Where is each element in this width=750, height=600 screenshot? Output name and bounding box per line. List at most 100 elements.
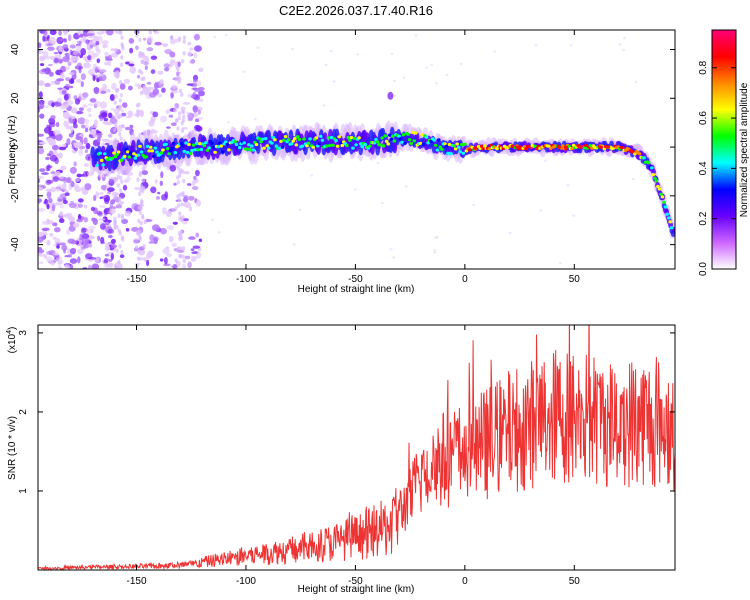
- snr-multiplier-base: (x10: [7, 333, 18, 353]
- spectrogram-panel: -150 -100 -50 0 50 -40 -20 0 20 40 Height of str…: [7, 29, 676, 295]
- snr-multiplier-exp: 4: [6, 330, 13, 334]
- ridge-core: [125, 150, 130, 154]
- ridge-core: [334, 138, 338, 143]
- noise-streak: [120, 62, 124, 67]
- noise-speck: [393, 79, 396, 83]
- noise-blob: [115, 204, 123, 209]
- noise-blob: [46, 203, 50, 210]
- noise-blob: [95, 191, 100, 198]
- noise-streak: [139, 170, 143, 176]
- noise-streak: [118, 244, 122, 249]
- noise-speck: [569, 44, 573, 47]
- noise-blob: [83, 163, 89, 167]
- noise-blob: [192, 74, 199, 81]
- noise-blob: [59, 211, 64, 217]
- noise-blob: [77, 256, 81, 264]
- ridge-core: [205, 148, 210, 152]
- noise-blob: [62, 44, 69, 49]
- spectrogram-frame: [37, 29, 676, 270]
- noise-blob: [96, 58, 101, 64]
- noise-blob: [71, 248, 77, 252]
- ridge-core: [368, 144, 372, 148]
- noise-blob: [125, 126, 130, 131]
- ridge-core: [317, 142, 322, 146]
- noise-speck: [226, 121, 230, 124]
- noise-blob: [68, 133, 74, 138]
- noise-streak: [177, 203, 181, 208]
- ridge-core: [444, 144, 449, 148]
- noise-blob: [164, 257, 168, 265]
- colorbar-tick-label: 0.8: [698, 60, 709, 74]
- noise-blob: [183, 195, 188, 199]
- ridge-core: [407, 138, 412, 142]
- noise-blob: [77, 198, 84, 203]
- noise-blob: [90, 206, 96, 212]
- noise-streak: [137, 231, 141, 237]
- ridge-core: [340, 143, 345, 148]
- noise-blob: [106, 187, 115, 193]
- noise-blob: [154, 178, 158, 184]
- ridge-core: [145, 144, 150, 148]
- noise-streak: [142, 76, 146, 81]
- noise-blob: [169, 164, 177, 172]
- noise-blob: [38, 231, 45, 237]
- noise-streak: [180, 92, 184, 97]
- noise-streak: [174, 118, 178, 124]
- noise-blob: [82, 233, 90, 240]
- noise-blob: [58, 59, 63, 64]
- noise-blob: [192, 92, 196, 99]
- noise-blob: [71, 56, 79, 61]
- noise-blob: [143, 61, 149, 66]
- noise-blob: [83, 204, 88, 209]
- noise-blob: [160, 171, 164, 179]
- noise-blob: [189, 47, 194, 51]
- noise-streak: [118, 98, 122, 103]
- ridge-core: [325, 144, 329, 148]
- noise-blob: [51, 144, 59, 151]
- noise-blob: [46, 164, 51, 172]
- noise-blob: [89, 38, 96, 46]
- noise-blob: [45, 105, 49, 109]
- noise-blob: [161, 87, 166, 93]
- noise-blob: [80, 48, 86, 56]
- ridge-core: [116, 150, 121, 154]
- ridge-core: [391, 134, 395, 138]
- noise-streak: [182, 39, 186, 44]
- ridge-core: [216, 145, 220, 149]
- noise-blob: [73, 161, 77, 167]
- noise-blob: [61, 189, 65, 193]
- ridge-core: [283, 135, 288, 139]
- noise-blob: [143, 55, 150, 64]
- noise-speck: [310, 174, 314, 177]
- noise-blob: [148, 30, 152, 35]
- noise-streak: [176, 180, 180, 185]
- noise-blob: [86, 33, 95, 36]
- noise-blob: [42, 35, 46, 42]
- noise-blob: [68, 72, 75, 76]
- noise-streak: [180, 217, 184, 223]
- noise-blob: [153, 31, 160, 34]
- noise-streak: [135, 264, 139, 269]
- colorbar-tick-label: 0.2: [698, 211, 709, 225]
- noise-blob: [156, 196, 160, 200]
- noise-blob: [53, 57, 59, 64]
- y-tick-label: 20: [10, 92, 21, 104]
- noise-blob: [45, 156, 50, 161]
- noise-speck: [623, 36, 627, 40]
- noise-blob: [88, 257, 97, 260]
- noise-streak: [113, 264, 118, 269]
- noise-blob: [46, 240, 51, 246]
- noise-blob: [82, 104, 88, 108]
- noise-blob: [128, 63, 135, 67]
- ridge-core: [279, 139, 283, 143]
- noise-blob: [38, 261, 44, 265]
- noise-streak: [136, 177, 140, 182]
- noise-blob: [54, 54, 62, 59]
- noise-blob: [162, 247, 170, 255]
- noise-blob: [38, 249, 45, 254]
- x-tick-label: 50: [569, 274, 581, 285]
- noise-speck: [566, 184, 570, 187]
- ridge-core: [191, 143, 196, 147]
- noise-blob: [70, 107, 78, 114]
- noise-blob: [62, 200, 68, 204]
